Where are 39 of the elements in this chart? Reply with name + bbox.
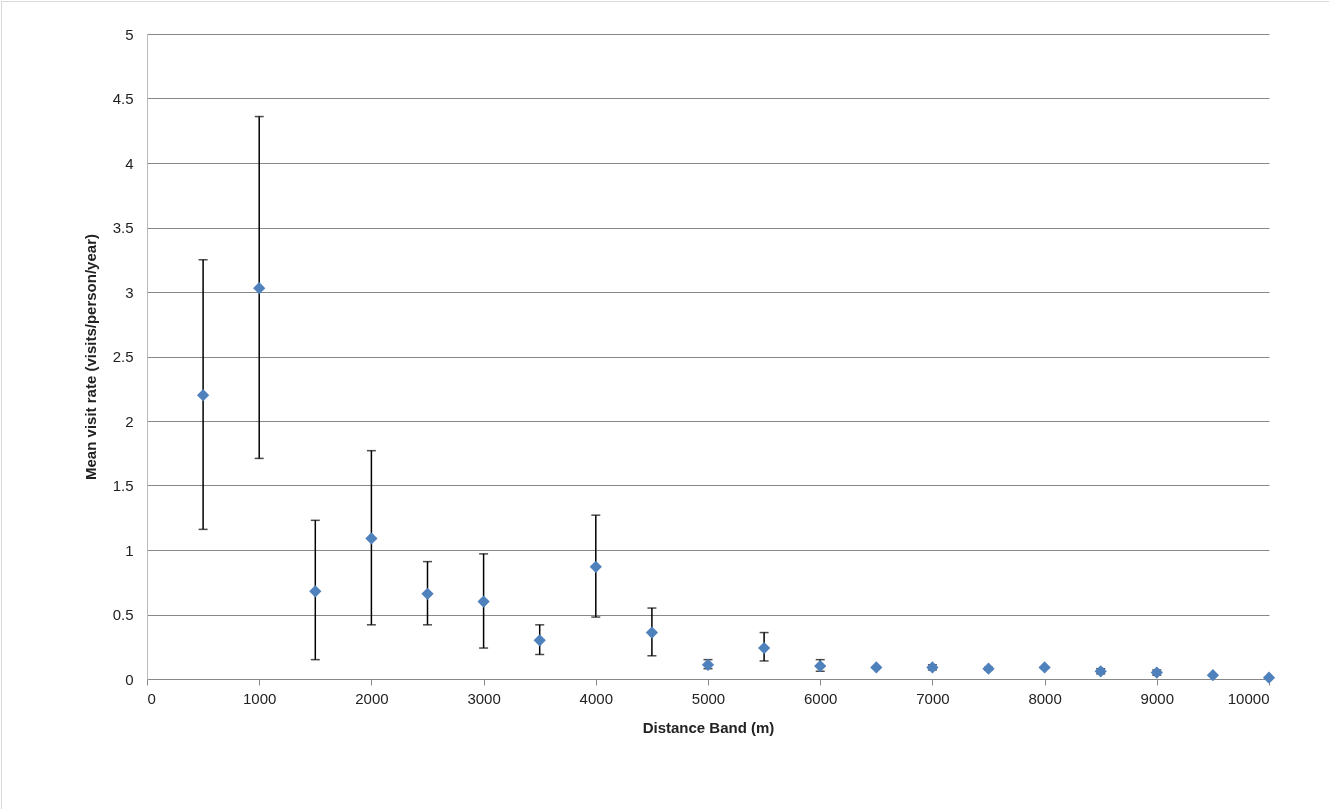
point <box>645 626 659 639</box>
y-axis-title: Mean visit rate (visits/person/year) <box>81 234 99 480</box>
point <box>309 585 322 598</box>
y-tick-label: 1.5 <box>112 477 134 494</box>
y-tick-label: 4.5 <box>112 90 134 107</box>
y-tick-label: 0.5 <box>112 606 134 623</box>
point <box>1038 661 1051 674</box>
point <box>757 641 771 655</box>
x-tick-label: 0 <box>147 689 156 707</box>
point <box>533 634 546 647</box>
point <box>1262 671 1276 684</box>
y-tick-label: 3 <box>125 283 134 301</box>
x-tick-label: 1000 <box>243 689 277 707</box>
y-tick-label: 3.5 <box>112 219 134 236</box>
x-tick-label: 8000 <box>1028 689 1062 707</box>
y-tick-label: 5 <box>125 25 134 43</box>
y-tick-label: 0 <box>125 670 134 688</box>
x-axis-title: Distance Band (m) <box>642 718 775 736</box>
x-tick-label: 3000 <box>467 689 501 707</box>
point <box>477 595 490 608</box>
y-tick-label: 1 <box>125 541 134 559</box>
point <box>870 661 883 674</box>
x-tick-label: 10000 <box>1227 689 1270 707</box>
point <box>1206 669 1220 682</box>
x-tick-label: 9000 <box>1140 689 1174 707</box>
point <box>196 389 210 402</box>
point <box>365 532 378 545</box>
x-tick-label: 7000 <box>916 689 950 707</box>
point <box>253 282 266 295</box>
x-tick-label: 2000 <box>355 689 389 707</box>
x-tick-label: 4000 <box>579 689 613 707</box>
x-tick-label: 5000 <box>691 689 726 707</box>
point <box>421 587 434 600</box>
y-tick-label: 2 <box>125 412 134 430</box>
point <box>589 560 602 573</box>
y-tick-label: 2.5 <box>112 348 134 365</box>
point <box>982 662 995 675</box>
x-tick-label: 6000 <box>804 689 838 707</box>
y-tick-label: 4 <box>125 154 134 172</box>
